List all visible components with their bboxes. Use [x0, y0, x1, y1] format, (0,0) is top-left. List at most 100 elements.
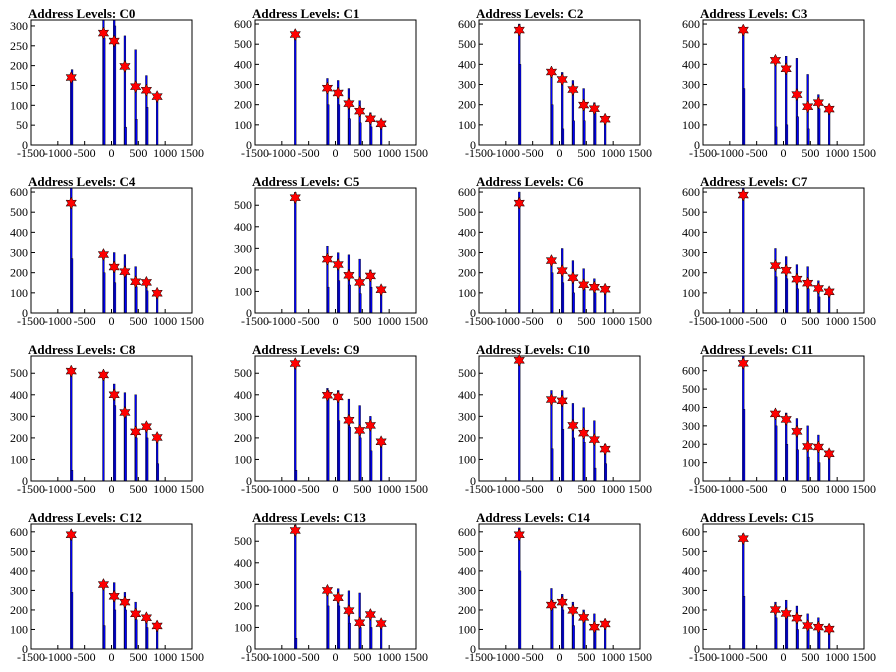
- x-tick-label: 1500: [180, 482, 204, 496]
- x-tick-label: -1500: [241, 650, 269, 664]
- x-tick-label: -1500: [465, 146, 493, 160]
- y-tick-label: 100: [458, 452, 476, 466]
- y-tick-label: 500: [10, 366, 28, 380]
- chart-svg: 0 100 200 300 400 500 600 -1500-1000 -500 0 500 100…: [682, 17, 876, 160]
- histogram-bar: [103, 272, 106, 314]
- chart-panel-c11: 0 100 200 300 400 500 600 -1500 -1000 -500 0 500 100…: [672, 336, 896, 504]
- histogram-bar: [551, 272, 554, 314]
- histogram-bar: [818, 108, 821, 146]
- x-tick-label: 500: [129, 314, 147, 328]
- x-tick-label: 0: [781, 650, 787, 664]
- x-tick-label: 0: [333, 314, 339, 328]
- histogram-bar: [742, 409, 746, 482]
- peak-marker: [321, 81, 334, 95]
- histogram-bar: [156, 463, 160, 482]
- x-tick-label: 500: [801, 314, 819, 328]
- peak-marker: [556, 394, 568, 408]
- peak-marker: [289, 356, 301, 371]
- chart-panel-c7: 0 100 200 300 400 500 600 -1500 -1000 -500 0 500 100…: [672, 168, 896, 336]
- histogram-bar: [124, 272, 127, 314]
- histogram-bar: [294, 638, 298, 650]
- histogram-bar: [103, 625, 106, 650]
- histogram-bar: [742, 187, 745, 314]
- peak-marker: [545, 254, 558, 268]
- histogram-bar: [113, 282, 117, 314]
- histogram-bar: [572, 120, 575, 146]
- chart-svg: 0 100 200 300 400 500 600 -1500-1000 -500 0 500 100…: [682, 185, 876, 328]
- x-tick-label: -500: [74, 650, 96, 664]
- y-tick-label: 300: [682, 419, 700, 433]
- x-tick-label: -1000: [492, 314, 520, 328]
- x-tick-label: 0: [557, 482, 563, 496]
- plot-frame: [702, 19, 865, 146]
- peak-marker: [343, 413, 355, 427]
- chart-title: Address Levels: C5: [252, 174, 360, 189]
- histogram-bar: [796, 629, 799, 650]
- x-tick-label: -1000: [492, 650, 520, 664]
- x-tick-label: -1000: [44, 146, 72, 160]
- x-tick-label: 0: [333, 650, 339, 664]
- histogram-bar: [583, 120, 586, 146]
- histogram-bar: [775, 126, 778, 146]
- y-tick-label: 600: [458, 17, 476, 31]
- peak-marker: [353, 423, 366, 437]
- y-tick-label: 400: [458, 564, 476, 578]
- x-tick-label: -1000: [492, 482, 520, 496]
- y-tick-label: 0: [470, 306, 476, 320]
- x-tick-label: 500: [801, 146, 819, 160]
- histogram-bar: [796, 116, 799, 146]
- x-tick-label: -1000: [44, 482, 72, 496]
- histogram-bar: [146, 290, 149, 314]
- chart-title: Address Levels: C14: [476, 510, 590, 525]
- x-tick-label: -1500: [17, 482, 45, 496]
- y-tick-label: 500: [10, 544, 28, 558]
- y-tick-label: 100: [10, 286, 28, 300]
- x-tick-label: -1500: [689, 650, 717, 664]
- peak-marker: [65, 196, 77, 210]
- y-tick-label: 500: [234, 37, 252, 51]
- peak-marker: [332, 390, 344, 404]
- y-tick-label: 400: [458, 388, 476, 402]
- chart-svg: 0 100 200 300 400 500 -1500-1000 -500 0 500 1000 15…: [234, 187, 428, 328]
- histogram-bar: [604, 463, 608, 482]
- x-tick-label: -1500: [689, 482, 717, 496]
- histogram-bar: [113, 609, 117, 650]
- x-tick-label: 500: [577, 482, 595, 496]
- peak-marker: [364, 269, 377, 283]
- x-tick-label: -1000: [44, 314, 72, 328]
- peak-marker: [577, 610, 590, 624]
- plot-frame: [254, 355, 417, 482]
- x-tick-label: -500: [74, 482, 96, 496]
- x-tick-label: 1500: [180, 146, 204, 160]
- plot-frame: [30, 523, 193, 650]
- y-tick-label: 200: [10, 431, 28, 445]
- y-tick-label: 50: [16, 118, 28, 132]
- peak-marker: [588, 102, 601, 116]
- x-tick-label: 1000: [377, 650, 401, 664]
- y-tick-label: 0: [694, 642, 700, 656]
- peak-marker: [343, 268, 355, 282]
- y-tick-label: 400: [234, 388, 252, 402]
- peak-marker: [151, 619, 163, 633]
- x-tick-label: 500: [353, 146, 371, 160]
- peak-marker: [321, 583, 334, 597]
- y-tick-label: 0: [22, 306, 28, 320]
- y-tick-label: 100: [682, 118, 700, 132]
- x-tick-label: 500: [129, 482, 147, 496]
- x-tick-label: 1000: [601, 314, 625, 328]
- x-tick-label: -1000: [716, 482, 744, 496]
- peak-marker: [801, 618, 814, 633]
- y-tick-label: 200: [682, 266, 700, 280]
- peak-marker: [108, 388, 120, 402]
- y-tick-label: 150: [10, 78, 28, 92]
- peak-marker: [375, 435, 387, 449]
- x-tick-label: 500: [577, 314, 595, 328]
- histogram-bar: [327, 605, 330, 650]
- peak-marker: [151, 430, 163, 445]
- peak-marker: [769, 259, 782, 273]
- peak-marker: [108, 589, 120, 603]
- x-tick-label: 1500: [180, 314, 204, 328]
- chart-title: Address Levels: C7: [700, 174, 808, 189]
- x-tick-label: 1500: [404, 314, 428, 328]
- y-tick-label: 0: [22, 474, 28, 488]
